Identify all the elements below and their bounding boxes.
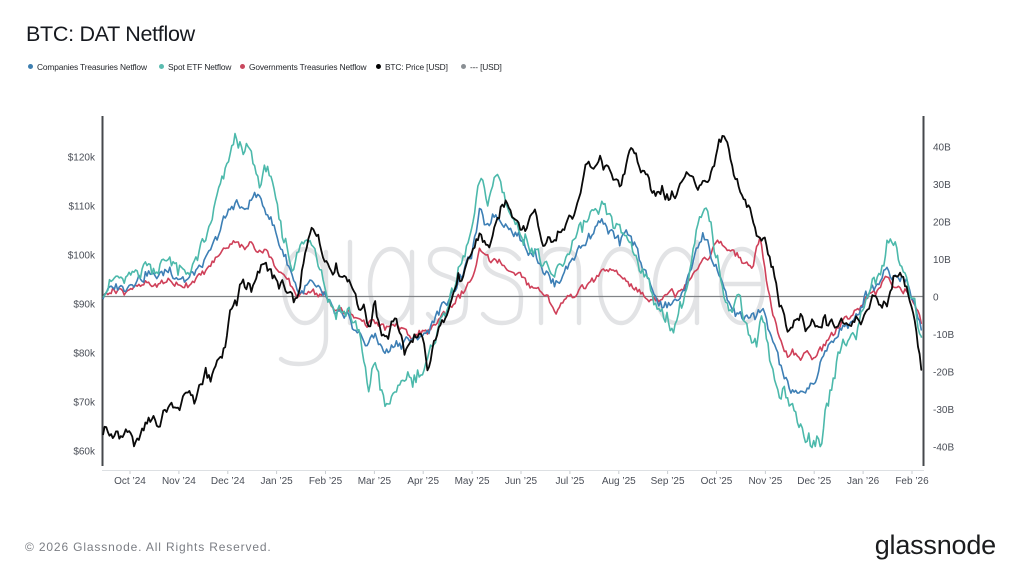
svg-text:-30B: -30B	[933, 405, 954, 416]
svg-text:30B: 30B	[933, 180, 951, 191]
svg-text:Oct ’25: Oct ’25	[701, 476, 733, 487]
svg-text:-40B: -40B	[933, 443, 954, 454]
svg-text:$90k: $90k	[73, 300, 96, 311]
svg-text:40B: 40B	[933, 143, 951, 154]
svg-text:Nov ’24: Nov ’24	[162, 476, 196, 487]
svg-text:-20B: -20B	[933, 368, 954, 379]
svg-text:$70k: $70k	[73, 398, 96, 409]
svg-text:$100k: $100k	[68, 251, 96, 262]
svg-text:Jan ’26: Jan ’26	[847, 476, 880, 487]
svg-text:-10B: -10B	[933, 330, 954, 341]
svg-text:May ’25: May ’25	[455, 476, 490, 487]
svg-text:Aug ’25: Aug ’25	[602, 476, 636, 487]
svg-text:Apr ’25: Apr ’25	[407, 476, 439, 487]
svg-text:10B: 10B	[933, 255, 951, 266]
svg-text:Feb ’25: Feb ’25	[309, 476, 343, 487]
svg-text:Nov ’25: Nov ’25	[748, 476, 782, 487]
svg-text:Jan ’25: Jan ’25	[260, 476, 293, 487]
svg-text:Mar ’25: Mar ’25	[358, 476, 392, 487]
svg-text:Dec ’25: Dec ’25	[797, 476, 831, 487]
svg-text:Dec ’24: Dec ’24	[211, 476, 245, 487]
svg-text:$110k: $110k	[68, 202, 96, 213]
svg-text:Feb ’26: Feb ’26	[895, 476, 929, 487]
svg-text:Jul ’25: Jul ’25	[555, 476, 584, 487]
svg-text:Sep ’25: Sep ’25	[651, 476, 685, 487]
svg-text:20B: 20B	[933, 218, 951, 229]
svg-text:$60k: $60k	[73, 447, 96, 458]
svg-text:Oct ’24: Oct ’24	[114, 476, 146, 487]
svg-text:0: 0	[933, 293, 939, 304]
svg-text:$120k: $120k	[68, 153, 96, 164]
svg-text:Jun ’25: Jun ’25	[505, 476, 538, 487]
svg-text:$80k: $80k	[73, 349, 96, 360]
